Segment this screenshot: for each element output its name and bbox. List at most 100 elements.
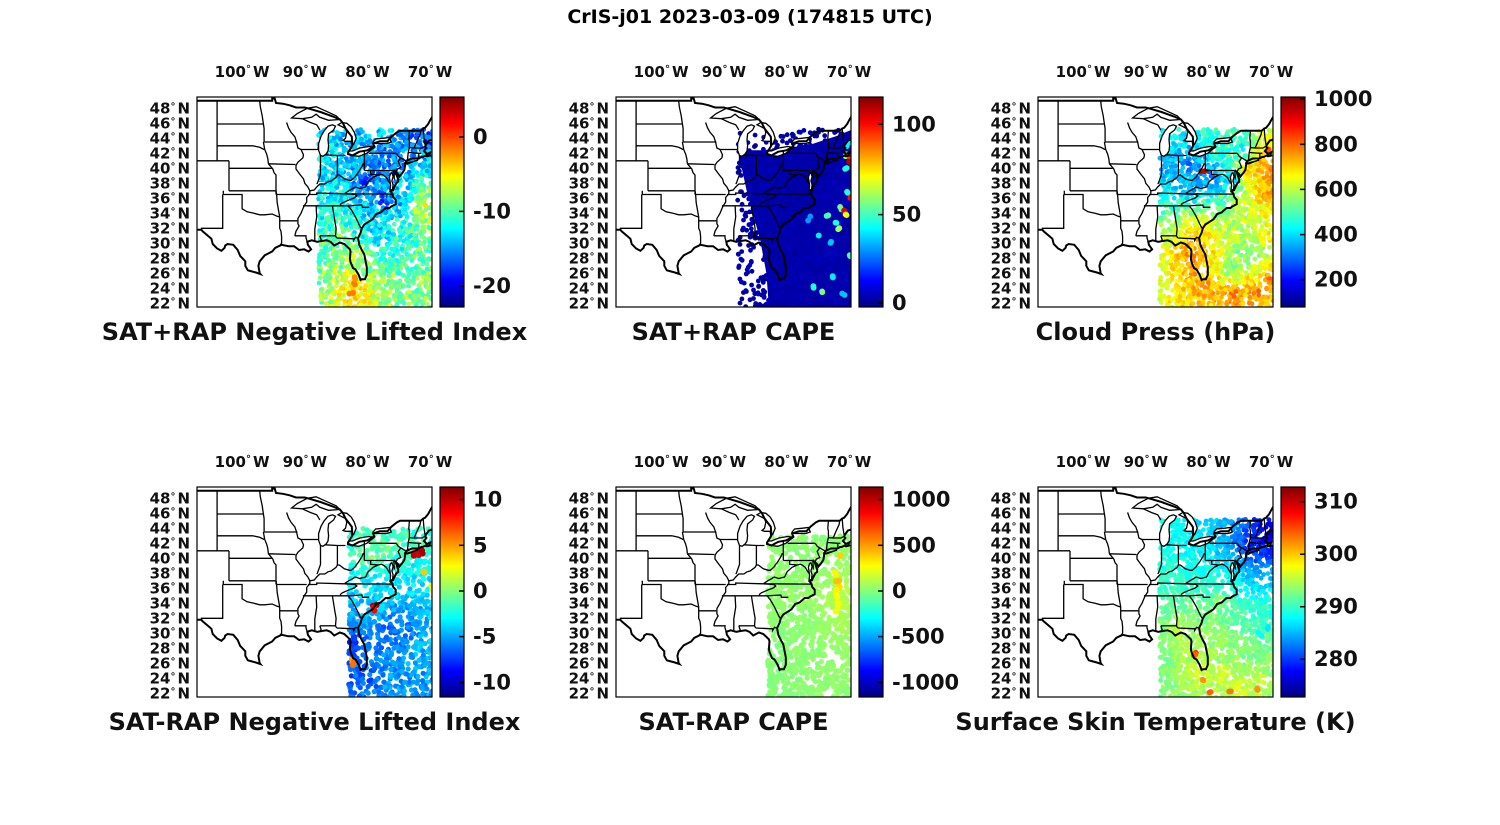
map-frame — [615, 96, 852, 308]
colorbar-tick-label: -500 — [892, 625, 945, 649]
lat-tick-label: 30° N — [569, 234, 609, 252]
lat-tick-label: 48° N — [150, 489, 190, 507]
lat-tick-label: 44° N — [991, 129, 1031, 147]
colorbar-tick-label: 500 — [892, 533, 936, 557]
lon-tick-label: 80° W — [345, 453, 390, 471]
lat-tick-label: 22° N — [150, 684, 190, 702]
lat-tick-label: 46° N — [569, 114, 609, 132]
lat-tick-label: 36° N — [569, 579, 609, 597]
lat-tick-label: 40° N — [991, 549, 1031, 567]
lon-tick-label: 80° W — [1186, 63, 1231, 81]
lat-tick-label: 44° N — [569, 519, 609, 537]
lat-tick-label: 32° N — [150, 609, 190, 627]
lat-tick-label: 28° N — [569, 249, 609, 267]
colorbar-tick-label: 400 — [1314, 223, 1358, 247]
lat-tick-label: 44° N — [991, 519, 1031, 537]
colorbar-tick-label: 1000 — [892, 488, 950, 512]
colorbar-tick-label: -1000 — [892, 670, 959, 694]
colorbar-tick-label: -10 — [473, 670, 511, 694]
lat-tick-label: 30° N — [150, 624, 190, 642]
colorbar-tick-label: 300 — [1314, 542, 1358, 566]
scatter-layer — [346, 525, 432, 697]
lat-tick-label: 40° N — [150, 549, 190, 567]
lat-tick-label: 24° N — [150, 669, 190, 687]
panel-4: 100° W 90° W 80° W 70° W 48° N46° N44° N42° N40° N38°… — [109, 453, 521, 736]
lat-tick-label: 24° N — [150, 279, 190, 297]
lat-tick-label: 28° N — [569, 639, 609, 657]
lat-tick-label: 44° N — [150, 129, 190, 147]
lon-tick-label: 100° W — [215, 63, 270, 81]
colorbar-tick-label: 800 — [1314, 132, 1358, 156]
colorbar-tick-label: 280 — [1314, 647, 1358, 671]
lat-tick-label: 28° N — [991, 249, 1031, 267]
lat-tick-label: 42° N — [569, 144, 609, 162]
lat-tick-label: 48° N — [150, 99, 190, 117]
main-title: CrIS-j01 2023-03-09 (174815 UTC) — [567, 6, 933, 28]
basemap — [616, 97, 851, 282]
colorbar-tick-label: 200 — [1314, 268, 1358, 292]
lon-tick-label: 90° W — [1124, 453, 1169, 471]
lat-tick-label: 34° N — [991, 594, 1031, 612]
panel-title: SAT-RAP Negative Lifted Index — [109, 708, 521, 736]
lat-tick-label: 22° N — [991, 294, 1031, 312]
colorbar — [439, 486, 465, 698]
lat-tick-label: 30° N — [991, 234, 1031, 252]
lon-tick-label: 100° W — [1056, 453, 1111, 471]
lat-tick-label: 30° N — [150, 234, 190, 252]
lon-tick-label: 80° W — [764, 63, 809, 81]
lat-tick-label: 40° N — [569, 549, 609, 567]
lon-tick-label: 90° W — [1124, 63, 1169, 81]
lat-tick-label: 42° N — [991, 144, 1031, 162]
lon-tick-label: 70° W — [408, 453, 453, 471]
lat-tick-label: 46° N — [150, 114, 190, 132]
basemap — [616, 487, 851, 672]
colorbar-tick-label: 100 — [892, 112, 936, 136]
colorbar — [858, 486, 884, 698]
colorbar — [858, 96, 884, 308]
lat-tick-label: 42° N — [150, 534, 190, 552]
lon-tick-label: 70° W — [408, 63, 453, 81]
lon-tick-label: 100° W — [215, 453, 270, 471]
map-frame — [196, 96, 433, 308]
lat-tick-label: 32° N — [150, 219, 190, 237]
lat-tick-label: 48° N — [991, 99, 1031, 117]
colorbar-tick-label: 310 — [1314, 490, 1358, 514]
lat-tick-label: 38° N — [150, 564, 190, 582]
lat-tick-label: 32° N — [569, 609, 609, 627]
lat-tick-label: 28° N — [991, 639, 1031, 657]
panel-3: 100° W 90° W 80° W 70° W 48° N46° N44° N42° N40° N38°… — [991, 63, 1373, 346]
colorbar-tick-label: 0 — [473, 579, 488, 603]
basemap — [197, 97, 432, 282]
lon-tick-label: 100° W — [1056, 63, 1111, 81]
scatter-layer — [735, 126, 851, 307]
lat-tick-label: 26° N — [569, 654, 609, 672]
map-frame — [1037, 486, 1274, 698]
colorbar-tick-label: -20 — [473, 274, 511, 298]
lon-tick-label: 70° W — [827, 63, 872, 81]
lat-tick-label: 38° N — [150, 174, 190, 192]
lat-tick-label: 34° N — [150, 204, 190, 222]
lat-tick-label: 44° N — [150, 519, 190, 537]
lat-tick-label: 24° N — [991, 669, 1031, 687]
lat-tick-label: 22° N — [569, 684, 609, 702]
lat-tick-label: 38° N — [991, 564, 1031, 582]
panel-title: SAT-RAP CAPE — [639, 708, 829, 736]
lat-tick-label: 38° N — [569, 174, 609, 192]
lon-tick-label: 100° W — [634, 63, 689, 81]
colorbar-tick-label: 1000 — [1314, 87, 1372, 111]
lat-tick-label: 26° N — [150, 264, 190, 282]
colorbar-tick-label: 0 — [473, 125, 488, 149]
panel-2: 100° W 90° W 80° W 70° W 48° N46° N44° N42° N40° N38°… — [569, 63, 936, 346]
colorbar-tick-label: -5 — [473, 625, 496, 649]
lat-tick-label: 34° N — [569, 204, 609, 222]
lon-tick-label: 70° W — [1249, 63, 1294, 81]
colorbar-tick-label: -10 — [473, 199, 511, 223]
lon-tick-label: 90° W — [702, 453, 747, 471]
panel-title: SAT+RAP Negative Lifted Index — [102, 318, 528, 346]
lat-tick-label: 38° N — [991, 174, 1031, 192]
lat-tick-label: 26° N — [569, 264, 609, 282]
lat-tick-label: 42° N — [569, 534, 609, 552]
map-frame — [615, 486, 852, 698]
lat-tick-label: 36° N — [991, 189, 1031, 207]
